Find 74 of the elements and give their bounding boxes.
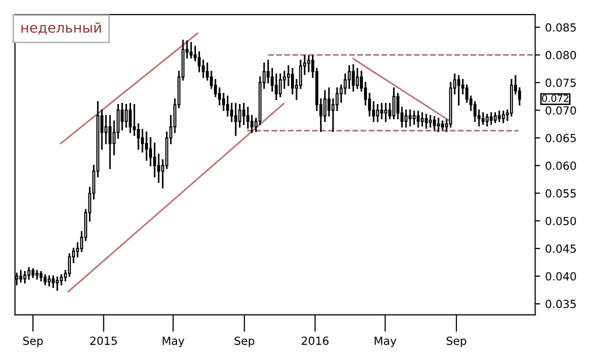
candlestick [323,90,326,122]
candlestick [124,104,128,128]
candlestick [60,274,63,286]
x-tick-label: May [162,336,184,348]
candlestick [234,102,238,136]
candlestick [128,102,132,134]
candlestick [250,115,254,134]
y-tick-label: 0.070 [546,106,576,115]
candlestick [327,87,330,117]
candlestick [266,60,270,84]
y-tick-label: 0.045 [546,244,576,253]
candlestick [352,64,355,92]
candlestick [416,110,420,128]
candlestick [36,270,38,280]
y-tick-label: 0.050 [546,216,576,226]
x-tick-label: May [374,336,396,348]
y-tick-label: 0.075 [546,78,576,87]
candlestick [420,112,424,126]
y-tick-label: 0.080 [546,50,576,60]
chart-title: недельный [21,22,101,35]
candlestick [432,116,436,130]
x-tick-label: Sep [234,336,254,348]
y-tick-label: 0.065 [546,134,576,142]
candlestick [48,275,51,286]
y-tick-label: 0.035 [546,300,576,308]
candlestick [502,110,505,124]
candlestick [376,104,380,122]
candlestick [490,112,493,125]
candlestick [290,68,294,94]
candlestick [486,114,489,126]
candlestick [404,109,408,128]
candlestick [384,102,388,122]
candlestick [424,114,428,129]
candlestick [278,74,282,98]
candlestick [473,101,476,122]
candlestick [202,60,205,78]
candlestick [392,87,396,120]
candlestick [218,87,221,106]
candlestick [494,112,497,124]
candlestick [307,55,310,72]
candlestick [482,112,485,125]
candlestick [412,110,416,125]
candlestick [286,65,290,86]
candlestick [56,276,59,291]
candlestick [19,270,22,282]
y-tick-label: 0.055 [546,189,576,198]
candlestick [108,115,112,170]
candlestick [498,110,501,122]
candlestick [242,102,246,125]
candlestick [104,115,108,144]
candlestick [436,118,440,132]
candlestick [52,275,55,288]
annotation: 0.072 [542,94,568,102]
y-tick-label: 0.085 [546,23,576,32]
candlestick [136,123,140,150]
x-tick-label: Sep [446,336,466,348]
candlestick [246,106,250,129]
candlestick [23,270,26,284]
candlestick [27,267,30,280]
candlestick [120,102,124,130]
candlestick [428,115,432,128]
y-tick-label: 0.060 [546,162,576,170]
x-tick-label: Sep [23,336,43,348]
candlestick [226,96,230,117]
candlestick [44,274,47,286]
candlestick [380,102,384,120]
candlestick [145,132,148,161]
y-tick-label: 0.040 [546,272,576,281]
candlestick [408,109,412,126]
x-tick-label: 2015 [90,336,117,345]
x-tick-label: 2016 [302,336,329,345]
candlestick [190,42,193,58]
candlestick [356,68,359,89]
candlestick [238,104,242,128]
